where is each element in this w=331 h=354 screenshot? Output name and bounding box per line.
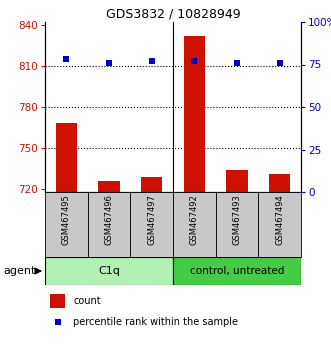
Text: control, untreated: control, untreated: [190, 266, 284, 276]
Point: [55, 319, 61, 325]
Bar: [226, 170, 248, 192]
Bar: [184, 36, 205, 192]
Bar: [45, 192, 88, 257]
Title: GDS3832 / 10828949: GDS3832 / 10828949: [106, 8, 240, 21]
Point: [149, 58, 154, 64]
Bar: [45, 257, 173, 285]
Text: C1q: C1q: [98, 266, 120, 276]
Bar: [98, 181, 120, 192]
Bar: [88, 192, 130, 257]
Text: GSM467494: GSM467494: [275, 194, 284, 245]
Text: GSM467497: GSM467497: [147, 194, 156, 245]
Bar: [141, 177, 162, 192]
Point: [64, 57, 69, 62]
Text: count: count: [73, 296, 101, 306]
Bar: [269, 174, 290, 192]
Text: GSM467492: GSM467492: [190, 194, 199, 245]
Point: [106, 60, 112, 65]
Text: percentile rank within the sample: percentile rank within the sample: [73, 317, 238, 327]
Bar: [130, 192, 173, 257]
Text: GSM467493: GSM467493: [232, 194, 242, 245]
Text: agent: agent: [3, 266, 36, 276]
Text: GSM467495: GSM467495: [62, 194, 71, 245]
Bar: [173, 192, 216, 257]
Bar: [216, 192, 258, 257]
Point: [277, 60, 282, 65]
Point: [192, 58, 197, 64]
Bar: [56, 124, 77, 192]
Point: [234, 60, 240, 65]
Bar: [258, 192, 301, 257]
Bar: [173, 257, 301, 285]
Text: GSM467496: GSM467496: [105, 194, 114, 245]
Bar: [50, 294, 66, 308]
